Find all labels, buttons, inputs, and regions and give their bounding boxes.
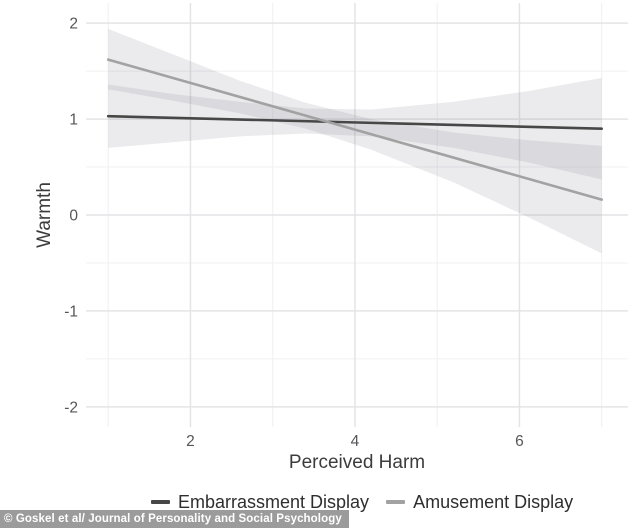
y-tick-label: 1 <box>69 112 78 129</box>
grid-layer <box>86 3 628 427</box>
legend-line-key-embarrassment <box>151 500 170 504</box>
y-tick-label: 0 <box>69 208 78 225</box>
trend-line-layer <box>106 58 603 201</box>
legend-label-embarrassment: Embarrassment Display <box>178 491 370 512</box>
chart-legend: Embarrassment Display Amusement Display <box>151 489 573 515</box>
tick-label-layer: 2 4 6 -2 -1 0 1 2 <box>64 16 524 450</box>
credit-watermark: © Goskel et al/ Journal of Personality a… <box>0 510 349 528</box>
x-tick-label: 4 <box>351 433 360 450</box>
x-axis-title: Perceived Harm <box>289 452 425 473</box>
legend-item-embarrassment: Embarrassment Display <box>151 492 369 513</box>
x-tick-label: 6 <box>515 433 524 450</box>
confidence-band-amusement-display <box>108 28 602 254</box>
trend-line-amusement-display <box>106 58 603 201</box>
y-tick-label: -2 <box>64 399 78 416</box>
y-tick-label: 2 <box>69 16 78 33</box>
legend-line-key-amusement <box>386 500 406 504</box>
legend-label-amusement: Amusement Display <box>413 491 574 512</box>
x-tick-label: 2 <box>186 433 195 450</box>
y-axis-title: Warmth <box>34 182 55 248</box>
trend-line-embarrassment-display <box>106 114 603 130</box>
legend-item-amusement: Amusement Display <box>386 492 573 513</box>
y-tick-label: -1 <box>64 303 78 320</box>
